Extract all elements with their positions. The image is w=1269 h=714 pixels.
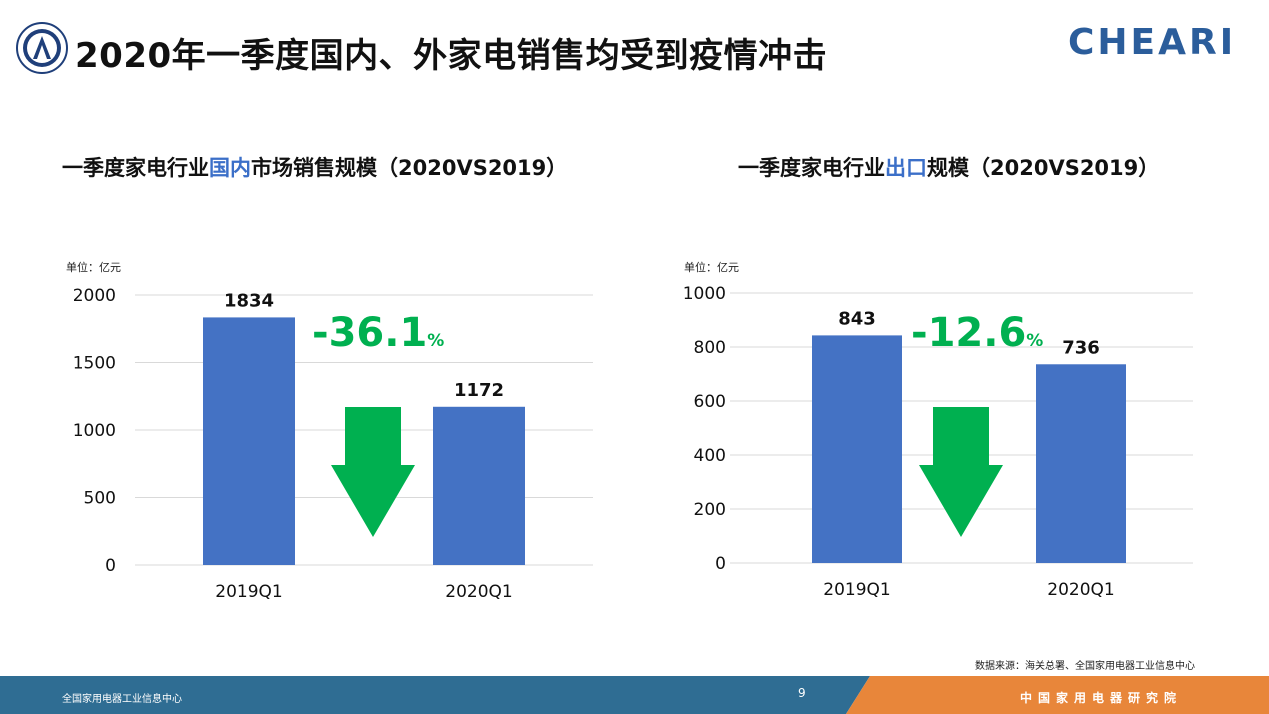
footer-bar-left xyxy=(0,676,846,714)
page-title: 2020年一季度国内、外家电销售均受到疫情冲击 xyxy=(75,36,828,76)
x-tick-label: 2020Q1 xyxy=(1047,580,1114,600)
y-tick-label: 2000 xyxy=(73,286,116,306)
chart-title-suffix: 规模（2020VS2019） xyxy=(927,156,1160,180)
unit-label: 单位：亿元 xyxy=(66,261,121,274)
change-value: -36.1 xyxy=(312,310,427,356)
y-tick-label: 1500 xyxy=(73,354,116,374)
unit-label: 单位：亿元 xyxy=(684,261,739,274)
data-label: 736 xyxy=(1062,337,1100,358)
footer-divider xyxy=(846,676,870,714)
y-tick-label: 400 xyxy=(694,446,726,466)
brand-logo: CHEARI xyxy=(1068,22,1237,63)
chart-title-export: 一季度家电行业出口规模（2020VS2019） xyxy=(738,152,1159,182)
emblem-logo xyxy=(16,22,68,74)
y-tick-label: 800 xyxy=(694,338,726,358)
change-unit: % xyxy=(427,331,444,351)
page-number: 9 xyxy=(798,686,806,700)
y-tick-label: 1000 xyxy=(73,421,116,441)
change-percent: -12.6% xyxy=(911,310,1043,356)
chart-title-suffix: 市场销售规模（2020VS2019） xyxy=(251,156,568,180)
chart-title-prefix: 一季度家电行业 xyxy=(62,156,209,180)
x-tick-label: 2019Q1 xyxy=(823,580,890,600)
footer-bar-right xyxy=(870,676,1269,714)
x-tick-label: 2019Q1 xyxy=(215,582,282,602)
data-label: 1172 xyxy=(454,380,504,401)
x-tick-label: 2020Q1 xyxy=(445,582,512,602)
chart-title-highlight: 国内 xyxy=(209,156,251,180)
data-label: 1834 xyxy=(224,290,274,311)
bar xyxy=(1036,364,1126,563)
bar xyxy=(203,317,295,565)
y-tick-label: 1000 xyxy=(683,284,726,304)
change-percent: -36.1% xyxy=(312,310,444,356)
down-arrow-icon xyxy=(919,407,1003,537)
data-label: 843 xyxy=(838,308,876,329)
change-value: -12.6 xyxy=(911,310,1026,356)
data-source: 数据来源：海关总署、全国家用电器工业信息中心 xyxy=(975,661,1195,672)
down-arrow-icon xyxy=(331,407,415,537)
bar xyxy=(812,335,902,563)
y-tick-label: 600 xyxy=(694,392,726,412)
chart-title-domestic: 一季度家电行业国内市场销售规模（2020VS2019） xyxy=(62,152,567,182)
footer-org-name: 全国家用电器工业信息中心 xyxy=(62,694,182,705)
y-tick-label: 500 xyxy=(84,489,116,509)
y-tick-label: 0 xyxy=(715,554,726,574)
bar xyxy=(433,406,525,565)
change-unit: % xyxy=(1026,331,1043,351)
chart-title-prefix: 一季度家电行业 xyxy=(738,156,885,180)
y-tick-label: 200 xyxy=(694,500,726,520)
footer-institute-name: 中国家用电器研究院 xyxy=(1020,691,1183,705)
y-tick-label: 0 xyxy=(105,556,116,576)
chart-title-highlight: 出口 xyxy=(885,156,927,180)
